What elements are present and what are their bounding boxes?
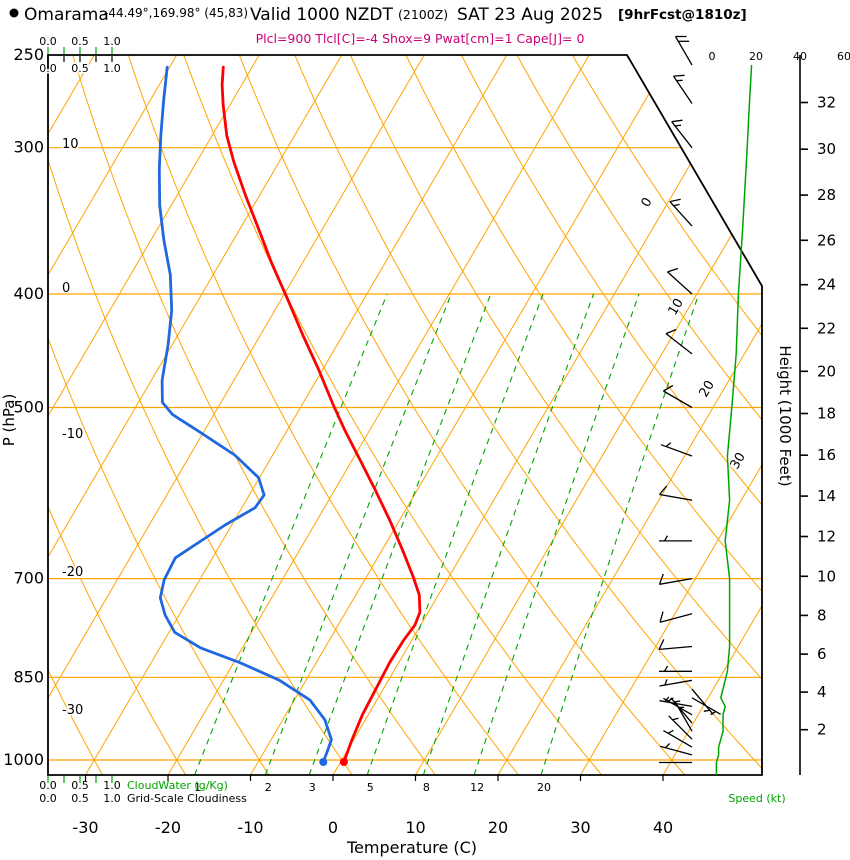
- svg-text:0.5: 0.5: [71, 792, 89, 805]
- wind-speed-profile: [715, 65, 753, 775]
- cloud-scales: 0.00.00.00.00.50.50.50.51.01.01.01.00 20 4…: [38, 35, 850, 805]
- svg-text:0.5: 0.5: [71, 62, 89, 75]
- svg-text:0.0: 0.0: [39, 779, 57, 792]
- svg-text:20: 20: [697, 378, 718, 400]
- svg-text:0: 0: [62, 281, 70, 296]
- svg-text:-30: -30: [72, 818, 98, 837]
- valid-date: SAT 23 Aug 2025: [457, 5, 603, 25]
- valid-time: Valid 1000 NZDT: [250, 5, 393, 25]
- svg-text:0: 0: [328, 818, 338, 837]
- speed-axis-title: Speed (kt): [728, 792, 785, 805]
- svg-text:5: 5: [367, 781, 374, 794]
- svg-text:60: 60: [837, 50, 850, 63]
- svg-text:0: 0: [639, 195, 656, 210]
- svg-text:20: 20: [488, 818, 508, 837]
- svg-text:1.0: 1.0: [103, 792, 121, 805]
- svg-text:0.5: 0.5: [71, 35, 89, 48]
- svg-text:2: 2: [817, 721, 827, 739]
- svg-text:0.0: 0.0: [39, 62, 57, 75]
- surface-temperature-dot: [339, 758, 348, 766]
- svg-text:400: 400: [13, 284, 44, 303]
- svg-text:12: 12: [817, 528, 836, 546]
- svg-text:30: 30: [817, 140, 836, 158]
- grid-lines: [48, 55, 762, 775]
- svg-text:1.0: 1.0: [103, 62, 121, 75]
- svg-text:20: 20: [817, 362, 836, 380]
- svg-text:-10: -10: [62, 427, 83, 442]
- svg-text:6: 6: [817, 645, 827, 663]
- plot-frame: [47, 54, 763, 776]
- svg-text:20: 20: [537, 781, 551, 794]
- svg-text:250: 250: [13, 45, 44, 64]
- svg-text:30: 30: [728, 450, 749, 472]
- forecast-tag: [9hrFcst@1810z]: [618, 7, 747, 23]
- svg-text:16: 16: [817, 446, 836, 464]
- svg-text:10: 10: [62, 137, 79, 152]
- svg-text:0: 0: [709, 50, 716, 63]
- stability-indices: Plcl=900 Tlcl[C]=-4 Shox=9 Pwat[cm]=1 Ca…: [256, 31, 585, 46]
- mixing-ratio-labels: 1 2 3 5 8 12 20: [194, 781, 551, 794]
- height-axis: 32 30 28 26 24 22 20 18 16 14 12 10 8 6 4 2: [799, 55, 836, 775]
- dewpoint-curve: [157, 65, 333, 764]
- svg-text:2: 2: [265, 781, 272, 794]
- svg-text:500: 500: [13, 398, 44, 417]
- temperature-curve: [220, 65, 422, 764]
- station-coords: -44.49°,169.98° (45,83): [104, 6, 248, 20]
- height-axis-title: Height (1000 Feet): [776, 345, 794, 486]
- svg-text:0.0: 0.0: [39, 792, 57, 805]
- svg-text:1: 1: [194, 781, 201, 794]
- svg-text:-30: -30: [62, 703, 83, 718]
- svg-text:14: 14: [817, 487, 836, 505]
- svg-text:8: 8: [423, 781, 430, 794]
- svg-text:-20: -20: [62, 565, 83, 580]
- surface-dewpoint-dot: [319, 758, 328, 766]
- svg-text:300: 300: [13, 138, 44, 157]
- svg-text:40: 40: [653, 818, 673, 837]
- station-name: Omarama: [24, 5, 109, 25]
- svg-text:3: 3: [309, 781, 316, 794]
- svg-text:0.5: 0.5: [71, 779, 89, 792]
- svg-text:8: 8: [817, 606, 827, 624]
- temperature-axis-title: Temperature (C): [346, 838, 477, 857]
- svg-text:-20: -20: [155, 818, 181, 837]
- svg-text:24: 24: [817, 276, 836, 294]
- svg-text:1000: 1000: [3, 750, 44, 769]
- svg-text:10: 10: [666, 296, 687, 318]
- mixing-ratio-lines: [194, 293, 700, 775]
- svg-text:12: 12: [470, 781, 484, 794]
- svg-text:20: 20: [749, 50, 763, 63]
- grid-inline-labels: 0 10 20 30 10 0 -10 -20 -30: [61, 136, 751, 720]
- pressure-axis-title: P (hPa): [0, 394, 18, 447]
- wind-barbs: [658, 35, 721, 764]
- svg-text:4: 4: [817, 683, 827, 701]
- svg-text:32: 32: [817, 94, 836, 112]
- svg-text:30: 30: [570, 818, 590, 837]
- svg-text:22: 22: [817, 319, 836, 337]
- svg-text:850: 850: [13, 667, 44, 686]
- valid-zulu: (2100Z): [398, 7, 448, 22]
- svg-text:10: 10: [817, 567, 836, 585]
- svg-text:-10: -10: [237, 818, 263, 837]
- svg-text:26: 26: [817, 231, 836, 249]
- station-bullet: [9, 8, 19, 18]
- svg-text:1.0: 1.0: [103, 779, 121, 792]
- svg-text:10: 10: [405, 818, 425, 837]
- svg-text:1.0: 1.0: [103, 35, 121, 48]
- svg-text:28: 28: [817, 186, 836, 204]
- svg-text:700: 700: [13, 569, 44, 588]
- cloudwater-axis-title: CloudWater (g/Kg): [127, 779, 228, 792]
- cloudiness-axis-title: Grid-Scale Cloudiness: [127, 792, 247, 805]
- svg-text:18: 18: [817, 405, 836, 423]
- svg-text:0.0: 0.0: [39, 35, 57, 48]
